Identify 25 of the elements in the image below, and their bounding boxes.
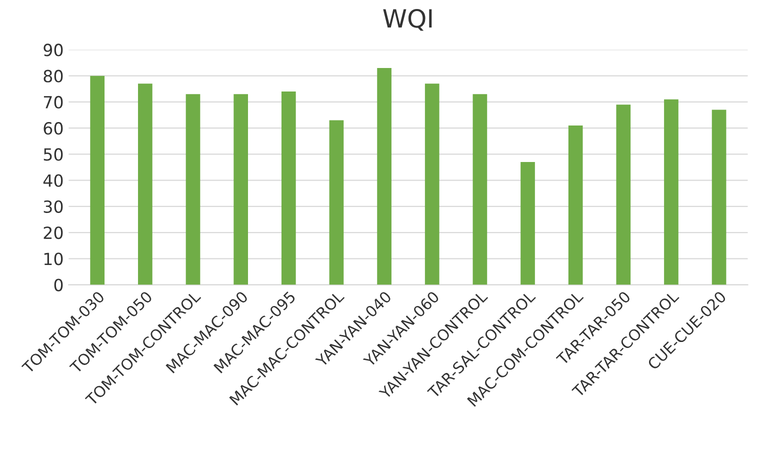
- bar: [186, 94, 200, 285]
- bar: [281, 92, 296, 285]
- y-tick-label: 60: [44, 122, 63, 135]
- y-tick-label: 50: [44, 148, 63, 161]
- chart-title: WQI: [383, 8, 432, 31]
- y-tick-label: 30: [44, 200, 63, 213]
- bar: [329, 120, 344, 285]
- y-tick-label: 0: [54, 278, 63, 292]
- bar: [712, 110, 726, 285]
- y-tick-label: 20: [44, 226, 63, 240]
- bar: [568, 125, 583, 285]
- bar: [90, 76, 105, 285]
- bar: [138, 84, 152, 285]
- y-tick-label: 80: [44, 70, 63, 82]
- bar: [424, 84, 440, 285]
- bar: [520, 162, 535, 285]
- bar: [664, 99, 678, 285]
- bar: [616, 104, 631, 285]
- y-tick-label: 90: [44, 44, 63, 56]
- y-tick-label: 10: [44, 252, 63, 266]
- bar: [377, 68, 392, 285]
- bar: [472, 94, 488, 285]
- bar: [234, 94, 248, 285]
- y-tick-label: 70: [44, 96, 63, 109]
- y-tick-label: 40: [43, 174, 63, 187]
